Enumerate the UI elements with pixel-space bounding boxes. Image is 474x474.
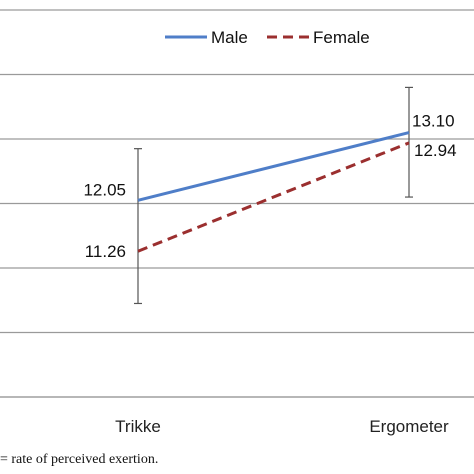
data-label: 11.26 (85, 242, 126, 261)
gridlines (0, 9, 474, 398)
legend: Male Female (165, 28, 370, 47)
data-label: 12.94 (414, 141, 457, 160)
x-tick-labels: Trikke Ergometer (115, 417, 449, 436)
series-line-male (137, 131, 410, 202)
data-labels: 12.05 13.10 11.26 12.94 (83, 112, 456, 262)
data-label: 13.10 (412, 112, 455, 131)
legend-label-male: Male (211, 28, 248, 47)
x-tick-label: Ergometer (369, 417, 449, 436)
data-label: 12.05 (83, 180, 126, 199)
error-bars (134, 86, 413, 305)
legend-label-female: Female (313, 28, 370, 47)
series-line-female (137, 141, 410, 253)
footnote: = rate of perceived exertion. (0, 452, 159, 467)
series-lines (137, 131, 410, 253)
x-tick-label: Trikke (115, 417, 161, 436)
